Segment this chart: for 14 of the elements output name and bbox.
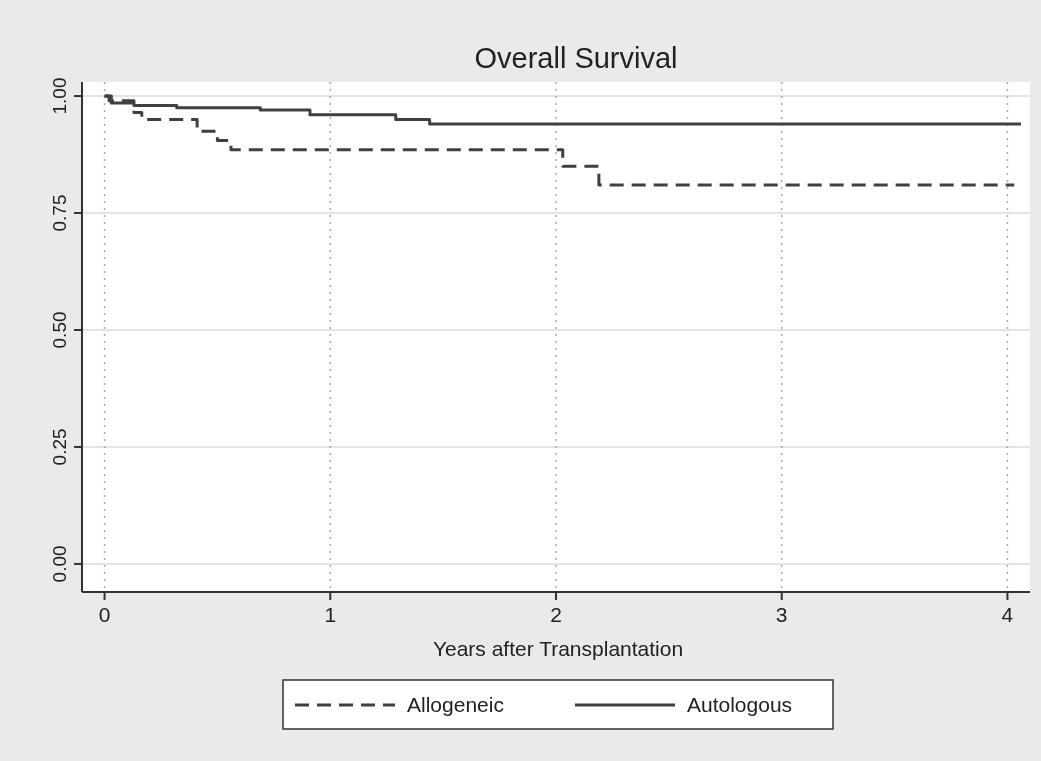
x-tick-label: 1 xyxy=(324,603,337,626)
y-tick-label: 0.75 xyxy=(49,194,70,232)
x-tick-label: 0 xyxy=(98,603,111,626)
x-tick-label: 2 xyxy=(550,603,562,626)
y-tick-label: 0.25 xyxy=(49,428,70,466)
y-tick-label: 0.50 xyxy=(49,311,70,349)
legend-label: Autologous xyxy=(687,693,793,716)
y-tick-label: 1.00 xyxy=(49,77,70,115)
x-tick-label: 4 xyxy=(1001,603,1014,626)
y-tick-label: 0.00 xyxy=(49,545,70,583)
x-axis-title: Years after Transplantation xyxy=(432,637,684,660)
legend-label: Allogeneic xyxy=(407,693,504,716)
x-tick-label: 3 xyxy=(775,603,788,626)
chart-title: Overall Survival xyxy=(474,42,678,74)
